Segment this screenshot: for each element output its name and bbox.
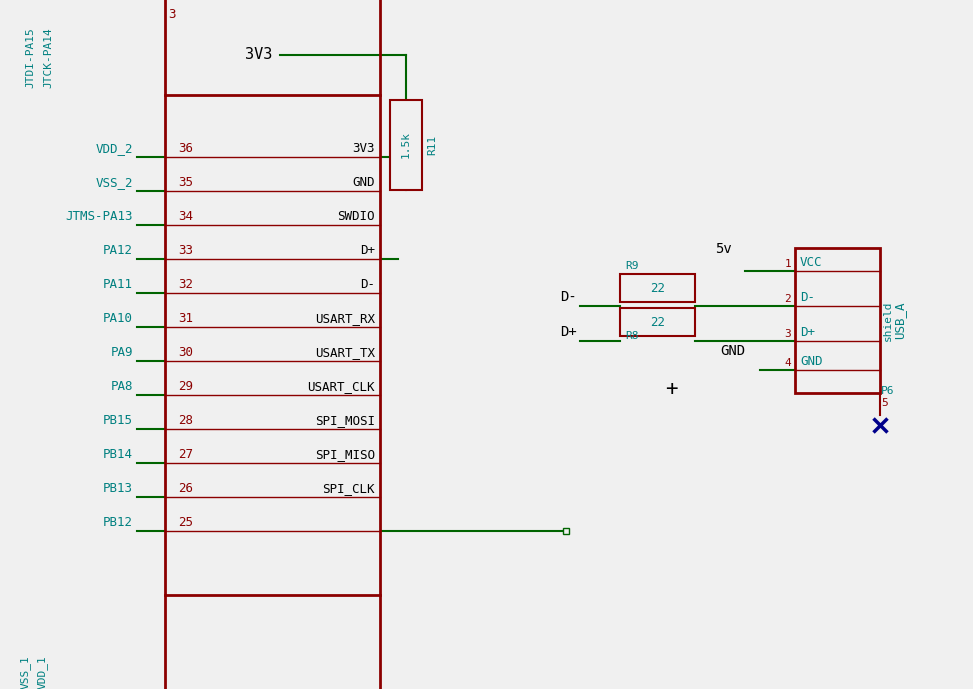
Text: JTDI-PA15: JTDI-PA15	[25, 28, 35, 88]
Text: 33: 33	[178, 244, 193, 257]
Text: 4: 4	[784, 358, 791, 368]
Text: 3V3: 3V3	[352, 142, 375, 155]
Text: PA10: PA10	[103, 312, 133, 325]
Text: PA8: PA8	[111, 380, 133, 393]
Text: VSS_2: VSS_2	[95, 176, 133, 189]
Text: +: +	[665, 379, 677, 399]
Text: GND: GND	[352, 176, 375, 189]
Text: D-: D-	[800, 291, 815, 304]
Text: USART_RX: USART_RX	[315, 312, 375, 325]
Text: USART_CLK: USART_CLK	[307, 380, 375, 393]
Text: P6: P6	[881, 386, 894, 396]
Text: D-: D-	[560, 290, 577, 304]
Text: 3: 3	[784, 329, 791, 339]
Text: PA12: PA12	[103, 244, 133, 257]
Text: 22: 22	[650, 316, 665, 329]
Text: VDD_2: VDD_2	[95, 142, 133, 155]
Text: 28: 28	[178, 414, 193, 427]
Text: 35: 35	[178, 176, 193, 189]
Text: 27: 27	[178, 448, 193, 461]
Text: USART_TX: USART_TX	[315, 346, 375, 359]
Text: D+: D+	[560, 325, 577, 339]
Text: PB15: PB15	[103, 414, 133, 427]
Text: D+: D+	[360, 244, 375, 257]
Text: GND: GND	[720, 344, 745, 358]
Bar	[390, 100, 422, 190]
Text: 26: 26	[178, 482, 193, 495]
Text: VSS_1: VSS_1	[19, 655, 30, 689]
Bar	[165, 95, 380, 595]
Text: SPI_MOSI: SPI_MOSI	[315, 414, 375, 427]
Text: USB_A: USB_A	[893, 302, 907, 339]
Bar	[620, 274, 695, 302]
Text: 5v: 5v	[715, 242, 732, 256]
Text: 30: 30	[178, 346, 193, 359]
Text: D-: D-	[360, 278, 375, 291]
Text: R9: R9	[625, 261, 638, 271]
Text: GND: GND	[800, 355, 822, 368]
Text: 31: 31	[178, 312, 193, 325]
Text: 3: 3	[168, 8, 175, 21]
Text: 29: 29	[178, 380, 193, 393]
Text: SPI_CLK: SPI_CLK	[322, 482, 375, 495]
Text: VCC: VCC	[800, 256, 822, 269]
Text: 2: 2	[784, 294, 791, 304]
Text: 25: 25	[178, 516, 193, 529]
Bar	[563, 528, 569, 534]
Text: 3V3: 3V3	[245, 47, 272, 62]
Text: 36: 36	[178, 142, 193, 155]
Bar	[620, 308, 695, 336]
Text: PA11: PA11	[103, 278, 133, 291]
Text: PB12: PB12	[103, 516, 133, 529]
Text: R11: R11	[427, 135, 437, 155]
Text: PB13: PB13	[103, 482, 133, 495]
Text: 22: 22	[650, 282, 665, 294]
Text: JTMS-PA13: JTMS-PA13	[65, 210, 133, 223]
Text: D+: D+	[800, 326, 815, 339]
Bar	[795, 248, 880, 393]
Text: VDD_1: VDD_1	[37, 655, 48, 689]
Text: 1: 1	[784, 259, 791, 269]
Text: PB14: PB14	[103, 448, 133, 461]
Text: 1.5k: 1.5k	[401, 132, 411, 158]
Text: SPI_MISO: SPI_MISO	[315, 448, 375, 461]
Text: JTCK-PA14: JTCK-PA14	[43, 28, 53, 88]
Text: 5: 5	[881, 398, 887, 408]
Text: R8: R8	[625, 331, 638, 341]
Text: shield: shield	[883, 300, 893, 341]
Text: PA9: PA9	[111, 346, 133, 359]
Text: 32: 32	[178, 278, 193, 291]
Text: 34: 34	[178, 210, 193, 223]
Text: SWDIO: SWDIO	[338, 210, 375, 223]
